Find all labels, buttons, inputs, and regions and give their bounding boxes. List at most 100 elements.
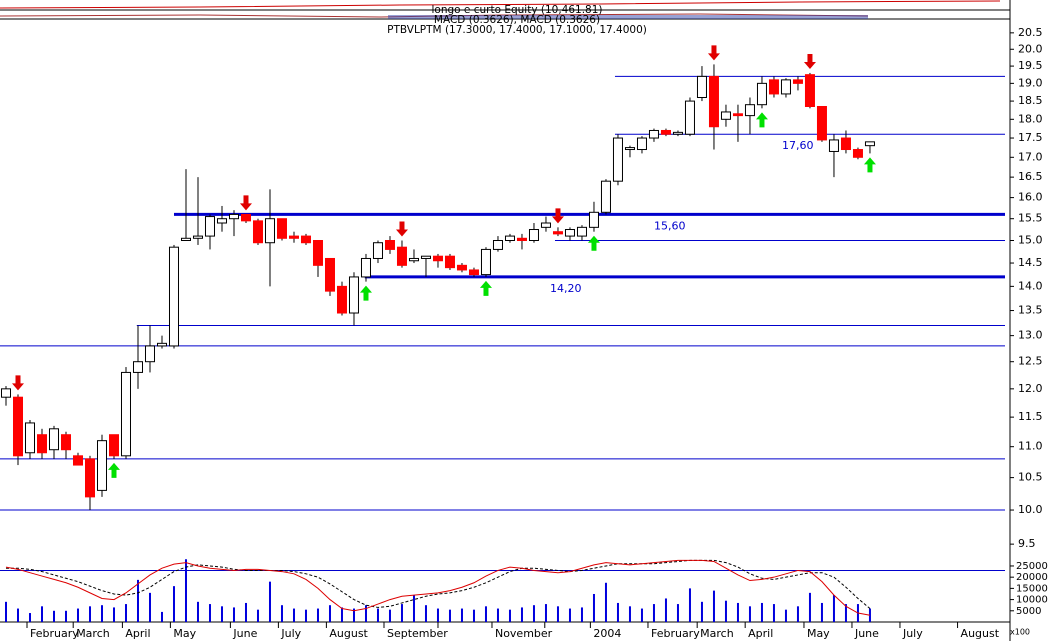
candle-body <box>336 285 347 314</box>
y-tick-label: 12.5 <box>1018 355 1043 368</box>
volume-bar <box>64 610 67 622</box>
volume-bar <box>712 590 715 622</box>
y-tick-label: 20.0 <box>1018 42 1043 55</box>
volume-tick-label: 10000 <box>1016 595 1048 606</box>
candle-body <box>396 246 407 266</box>
y-tick-label: 11.5 <box>1018 410 1043 423</box>
volume-bar <box>136 579 139 622</box>
volume-bar <box>16 608 19 622</box>
candle-body <box>636 137 647 151</box>
volume-bar <box>628 606 631 622</box>
volume-bar <box>88 606 91 622</box>
volume-bar <box>388 609 391 622</box>
x-tick-label: February <box>651 627 700 640</box>
volume-bar <box>436 608 439 622</box>
candle-body <box>408 257 419 262</box>
x-tick-label: September <box>387 627 448 640</box>
candle-body <box>780 79 791 95</box>
candle-body <box>288 235 299 239</box>
volume-bar <box>376 608 379 622</box>
volume-bar <box>772 604 775 622</box>
volume-bar <box>208 604 211 622</box>
volume-bar <box>844 604 847 622</box>
volume-bar <box>448 609 451 622</box>
candle-body <box>144 345 155 363</box>
volume-tick-label: 15000 <box>1016 583 1048 594</box>
buy-arrow <box>359 285 372 301</box>
candle-body <box>276 218 287 239</box>
candle-body <box>648 129 659 139</box>
candle-body <box>360 257 371 278</box>
candle-body <box>0 388 11 398</box>
x-tick-label: July <box>902 627 923 640</box>
x-tick-label: August <box>329 627 368 640</box>
series-label: PTBVLPTM (17.3000, 17.4000, 17.1000, 17.… <box>387 24 647 36</box>
x-tick-label: March <box>700 627 734 640</box>
volume-bar <box>292 608 295 622</box>
buy-arrow <box>863 157 876 173</box>
y-tick-label: 15.5 <box>1018 212 1043 225</box>
volume-bar <box>412 595 415 622</box>
x-tick-label: August <box>961 627 1000 640</box>
volume-bar <box>364 605 367 622</box>
candle-body <box>468 269 479 276</box>
candle-body <box>48 428 59 451</box>
candle-body <box>864 141 875 147</box>
candle-body <box>816 105 827 141</box>
x-tick-label: June <box>232 627 257 640</box>
candle-body <box>708 75 719 128</box>
volume-bar <box>832 595 835 622</box>
volume-bar <box>724 600 727 622</box>
y-tick-label: 12.0 <box>1018 382 1043 395</box>
chart-subtitle: MACD (0.3626), MACD (0.3626) <box>434 14 600 26</box>
volume-bar <box>808 592 811 622</box>
y-tick-label: 20.5 <box>1018 26 1043 39</box>
candle-body <box>456 264 467 271</box>
candle-body <box>384 240 395 250</box>
volume-bar <box>820 602 823 622</box>
volume-bar <box>652 604 655 622</box>
candle-body <box>12 396 23 457</box>
volume-bar <box>40 606 43 622</box>
candle-body <box>828 139 839 152</box>
volume-bar <box>340 607 343 622</box>
candle-body <box>624 147 635 151</box>
volume-bar <box>508 609 511 622</box>
candle-body <box>732 113 743 117</box>
x-tick-label: April <box>748 627 773 640</box>
x-tick-label: 2004 <box>593 627 621 640</box>
candle-body <box>720 111 731 120</box>
volume-bar <box>688 588 691 622</box>
candle-body <box>24 422 35 454</box>
candle-body <box>588 211 599 228</box>
buy-arrow <box>107 462 120 478</box>
x-tick-label: July <box>280 627 301 640</box>
candle-body <box>36 434 47 454</box>
candle-body <box>528 229 539 242</box>
y-tick-label: 19.0 <box>1018 76 1043 89</box>
x-tick-label: May <box>173 627 196 640</box>
volume-bar <box>148 592 151 622</box>
volume-bar <box>796 606 799 622</box>
candle-body <box>576 226 587 237</box>
x-tick-label: April <box>125 627 150 640</box>
candle-body <box>108 434 119 457</box>
candle-body <box>792 79 803 84</box>
candle-body <box>564 229 575 237</box>
volume-bar <box>616 602 619 622</box>
volume-bar <box>580 607 583 622</box>
volume-bar <box>328 605 331 622</box>
x-tick-label: May <box>807 627 830 640</box>
volume-bar <box>256 609 259 622</box>
candle-body <box>192 235 203 239</box>
volume-bar <box>748 606 751 622</box>
candle-body <box>216 218 227 224</box>
volume-bar <box>28 613 31 622</box>
volume-bar <box>784 609 787 622</box>
strip-bars <box>388 15 868 19</box>
y-tick-label: 19.5 <box>1018 59 1043 72</box>
x-tick-label: November <box>495 627 553 640</box>
x-tick-label: June <box>854 627 879 640</box>
candle-body <box>744 104 755 117</box>
